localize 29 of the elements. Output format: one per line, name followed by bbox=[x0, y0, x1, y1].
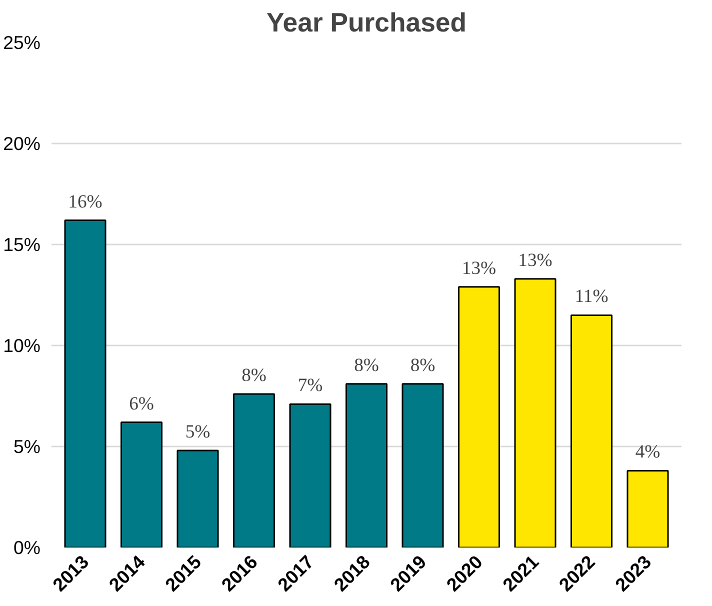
bar bbox=[233, 393, 275, 548]
data-label: 7% bbox=[298, 375, 323, 396]
data-label: 8% bbox=[410, 354, 436, 376]
bar bbox=[346, 383, 388, 548]
bar bbox=[402, 383, 444, 548]
y-tick-label: 5% bbox=[14, 436, 41, 457]
bar bbox=[570, 314, 612, 548]
y-tick-label: 10% bbox=[3, 335, 41, 356]
data-label: 4% bbox=[635, 442, 660, 463]
bar bbox=[626, 470, 669, 548]
bar bbox=[514, 278, 556, 548]
data-label: 13% bbox=[518, 250, 552, 271]
y-tick-label: 15% bbox=[3, 234, 41, 255]
bar bbox=[64, 220, 106, 548]
data-label: 8% bbox=[242, 364, 266, 386]
y-tick-label: 25% bbox=[3, 32, 41, 53]
data-label: 6% bbox=[129, 393, 154, 414]
chart-title: Year Purchased bbox=[266, 8, 467, 38]
bar bbox=[289, 403, 332, 548]
bar bbox=[176, 450, 219, 548]
bar bbox=[120, 422, 162, 548]
y-tick-label: 20% bbox=[3, 133, 41, 154]
bar bbox=[458, 286, 500, 548]
data-label: 5% bbox=[185, 422, 210, 443]
data-label: 16% bbox=[68, 191, 102, 212]
data-label: 11% bbox=[574, 286, 608, 308]
data-label: 13% bbox=[462, 258, 496, 279]
data-label: 8% bbox=[354, 354, 379, 376]
y-tick-label: 0% bbox=[14, 537, 41, 558]
